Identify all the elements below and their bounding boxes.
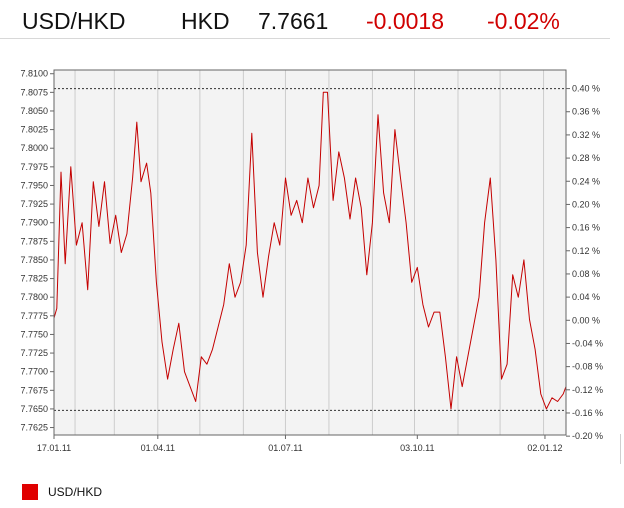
y-tick-label: 7.8075 <box>20 87 48 97</box>
y-tick-label: 7.8100 <box>20 69 48 79</box>
y-tick-label: 7.7800 <box>20 292 48 302</box>
y-tick-label: 7.8050 <box>20 106 48 116</box>
x-tick-label: 17.01.11 <box>37 443 71 453</box>
plot-frame <box>53 69 567 436</box>
y-tick-label: 7.7675 <box>20 385 48 395</box>
y-tick-label: 7.8000 <box>20 143 48 153</box>
x-tick-label: 02.01.12 <box>527 443 562 453</box>
y-tick-label: 7.7750 <box>20 329 48 339</box>
y2-tick-label: -0.20 % <box>572 431 603 441</box>
x-tick-label: 03.10.11 <box>400 443 434 453</box>
absolute-change: -0.0018 <box>366 8 445 34</box>
currency-pair: USD/HKD <box>22 8 126 34</box>
y2-tick-label: 0.00 % <box>572 315 600 325</box>
y2-tick-label: -0.16 % <box>572 408 603 418</box>
y-tick-label: 7.7950 <box>20 180 48 190</box>
y-tick-label: 7.7925 <box>20 199 48 209</box>
legend-label: USD/HKD <box>48 485 103 499</box>
y-tick-label: 7.7650 <box>20 404 48 414</box>
y-tick-label: 7.7900 <box>20 218 48 228</box>
reference-lines <box>54 88 566 411</box>
y2-tick-label: 0.32 % <box>572 130 600 140</box>
x-axis: 17.01.11 01.04.11 01.07.11 03.10.11 02.01.12 <box>37 435 562 453</box>
y-tick-label: 7.7875 <box>20 236 48 246</box>
percent-change: -0.02% <box>487 8 560 34</box>
y2-tick-label: -0.04 % <box>572 338 603 348</box>
price-chart: 7.8100 7.8075 7.8050 7.8025 7.8000 7.7975 7.79… <box>20 69 603 453</box>
frame-edge <box>620 434 621 464</box>
legend-swatch <box>22 484 38 500</box>
y2-tick-label: 0.08 % <box>572 269 600 279</box>
quote-header: USD/HKD HKD 7.7661 -0.0018 -0.02% <box>0 0 610 39</box>
y-axis-left: 7.8100 7.8075 7.8050 7.8025 7.8000 7.7975 7.79… <box>20 69 54 433</box>
y-tick-label: 7.7625 <box>20 423 48 433</box>
y-tick-label: 7.7850 <box>20 255 48 265</box>
y2-tick-label: -0.08 % <box>572 362 603 372</box>
y2-tick-label: 0.28 % <box>572 153 600 163</box>
y-tick-label: 7.7775 <box>20 311 48 321</box>
grid <box>74 70 545 435</box>
y2-tick-label: -0.12 % <box>572 385 603 395</box>
y2-tick-label: 0.12 % <box>572 246 600 256</box>
plot-area <box>54 70 566 435</box>
last-price: 7.7661 <box>258 8 329 34</box>
series-line-usd-hkd <box>53 91 567 410</box>
y-tick-label: 7.7725 <box>20 348 48 358</box>
y2-tick-label: 0.36 % <box>572 107 600 117</box>
quote-currency: HKD <box>181 8 230 34</box>
x-tick-label: 01.07.11 <box>268 443 302 453</box>
y-tick-label: 7.8025 <box>20 125 48 135</box>
y-tick-label: 7.7975 <box>20 162 48 172</box>
y2-tick-label: 0.16 % <box>572 223 600 233</box>
y2-tick-label: 0.04 % <box>572 292 600 302</box>
y2-tick-label: 0.40 % <box>572 84 600 94</box>
y-tick-label: 7.7700 <box>20 367 48 377</box>
y2-tick-label: 0.20 % <box>572 199 600 209</box>
y-tick-label: 7.7825 <box>20 274 48 284</box>
x-tick-label: 01.04.11 <box>141 443 175 453</box>
y2-tick-label: 0.24 % <box>572 176 600 186</box>
y-axis-right: 0.40 % 0.36 % 0.32 % 0.28 % 0.24 % 0.20 % 0.16… <box>566 84 603 441</box>
